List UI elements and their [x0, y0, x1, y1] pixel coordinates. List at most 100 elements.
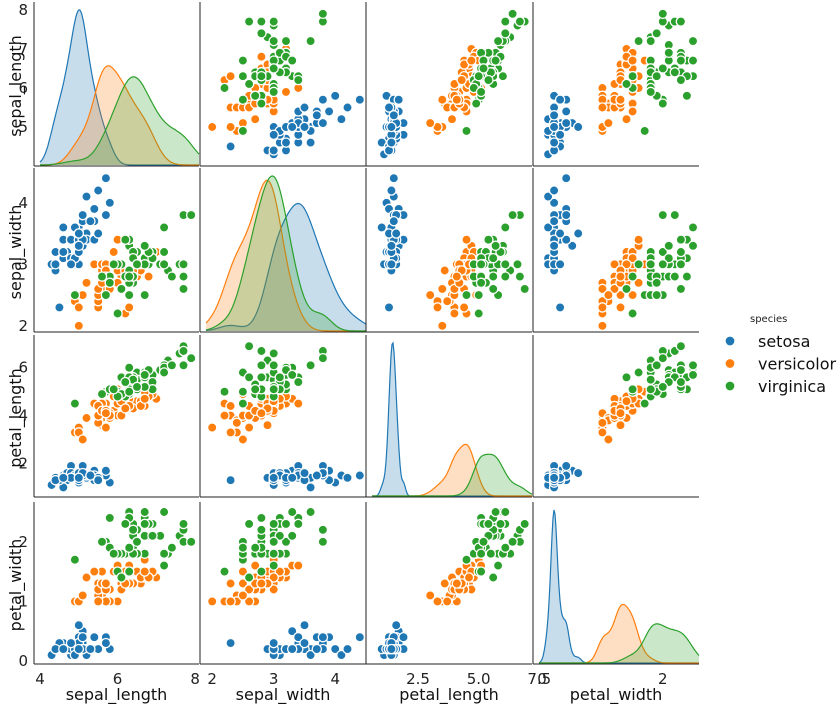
point-versicolor-31	[441, 295, 453, 307]
kde-fill-setosa	[206, 203, 366, 331]
point-versicolor-48	[603, 117, 614, 129]
y-tick-label: 3	[18, 255, 28, 273]
point-virginica-46	[237, 70, 249, 82]
point-virginica-30	[651, 360, 662, 371]
point-setosa-40	[299, 637, 310, 649]
point-virginica-48	[675, 376, 687, 388]
point-virginica-18	[178, 283, 189, 295]
kde-fill-setosa	[372, 343, 532, 496]
point-setosa-18	[317, 94, 329, 105]
point-virginica-33	[627, 271, 638, 282]
kde-fill-virginica	[539, 623, 699, 663]
point-setosa-48	[388, 215, 400, 227]
point-virginica-46	[651, 70, 662, 82]
x-axis-labels: sepal_length sepal_width petal_length petal…	[66, 685, 663, 705]
point-virginica-9	[158, 506, 170, 518]
point-setosa-33	[386, 185, 397, 196]
point-virginica-6	[461, 125, 472, 137]
point-versicolor-33	[249, 560, 261, 571]
point-versicolor-31	[597, 102, 608, 113]
point-versicolor-36	[139, 566, 150, 577]
point-virginica-18	[675, 283, 687, 295]
point-virginica-35	[178, 518, 189, 530]
point-virginica-25	[645, 35, 656, 47]
point-virginica-9	[158, 222, 170, 233]
point-virginica-49	[475, 259, 487, 270]
point-setosa-14	[329, 643, 341, 655]
point-setosa-44	[398, 631, 409, 643]
point-versicolor-49	[451, 578, 463, 589]
point-virginica-21	[256, 98, 267, 109]
x-axis-label-petal_length: petal_length	[399, 685, 499, 705]
point-versicolor-31	[441, 596, 453, 607]
point-setosa-36	[92, 474, 104, 486]
point-virginica-48	[120, 234, 131, 245]
point-versicolor-43	[225, 427, 236, 438]
x-tick-label: 0	[537, 670, 547, 688]
point-setosa-45	[268, 129, 279, 141]
point-virginica-9	[500, 506, 511, 518]
point-versicolor-35	[293, 398, 304, 409]
point-virginica-10	[280, 536, 292, 548]
point-setosa-44	[560, 209, 572, 221]
point-virginica-19	[627, 308, 638, 319]
point-virginica-8	[139, 289, 150, 301]
point-virginica-31	[657, 8, 669, 20]
point-virginica-18	[243, 340, 255, 352]
point-setosa-49	[548, 472, 560, 484]
point-setosa-48	[311, 470, 323, 481]
point-versicolor-43	[73, 302, 85, 313]
point-versicolor-14	[439, 265, 450, 276]
point-virginica-10	[657, 246, 669, 258]
point-versicolor-22	[237, 566, 249, 577]
point-versicolor-37	[225, 578, 236, 589]
point-setosa-22	[58, 222, 69, 233]
point-virginica-30	[256, 28, 267, 39]
point-versicolor-49	[451, 271, 463, 282]
point-setosa-15	[100, 172, 112, 184]
point-virginica-44	[139, 240, 150, 252]
point-versicolor-43	[432, 596, 443, 607]
point-versicolor-26	[256, 51, 267, 62]
point-setosa-38	[268, 145, 279, 156]
point-setosa-33	[92, 185, 104, 196]
point-setosa-47	[280, 137, 292, 148]
point-setosa-14	[548, 197, 560, 209]
point-virginica-31	[317, 536, 329, 548]
point-setosa-45	[386, 259, 397, 270]
point-virginica-30	[166, 271, 178, 282]
point-virginica-47	[268, 536, 279, 548]
point-versicolor-49	[100, 578, 112, 589]
point-setosa-15	[354, 94, 366, 105]
point-versicolor-35	[633, 234, 644, 245]
kde-fill-virginica	[206, 176, 366, 331]
point-setosa-40	[554, 228, 566, 239]
point-virginica-43	[280, 518, 292, 530]
point-versicolor-49	[100, 407, 112, 419]
point-setosa-32	[336, 113, 347, 125]
point-virginica-22	[178, 271, 189, 282]
point-virginica-39	[663, 47, 675, 59]
point-virginica-18	[243, 16, 255, 27]
kde-line-versicolor	[205, 179, 366, 332]
point-virginica-6	[237, 125, 249, 137]
point-virginica-47	[131, 259, 143, 270]
point-virginica-18	[675, 340, 687, 352]
legend-label-versicolor: versicolor	[758, 355, 836, 374]
point-virginica-9	[687, 222, 699, 233]
y-axis-labels: sepal_length sepal_width petal_lengthpetal…	[6, 35, 26, 631]
legend-marker-versicolor	[724, 357, 736, 370]
point-setosa-43	[572, 228, 584, 239]
point-setosa-22	[305, 137, 316, 148]
point-versicolor-43	[225, 121, 236, 133]
point-virginica-31	[317, 352, 329, 364]
y-tick-label: 1	[18, 592, 28, 610]
point-versicolor-35	[293, 560, 304, 571]
kde-line-virginica	[40, 76, 200, 166]
point-setosa-45	[65, 637, 77, 649]
point-versicolor-48	[424, 117, 436, 129]
point-versicolor-34	[89, 566, 100, 577]
point-setosa-48	[311, 643, 323, 655]
point-setosa-41	[225, 141, 236, 152]
